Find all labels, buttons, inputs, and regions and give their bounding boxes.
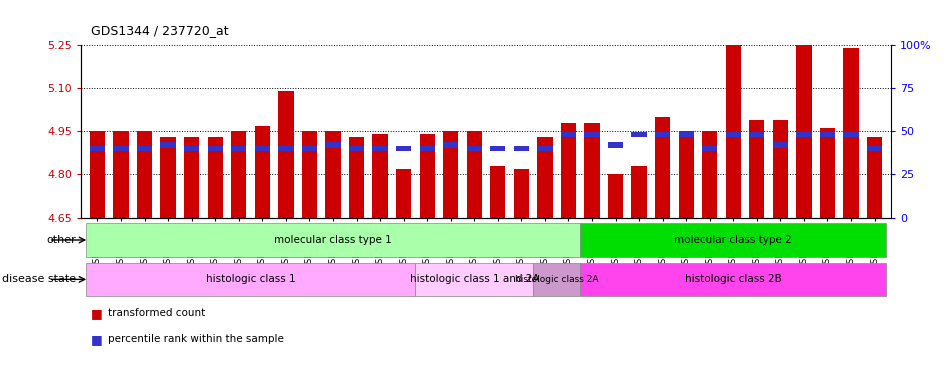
Bar xyxy=(678,132,693,137)
Text: ■: ■ xyxy=(90,333,102,346)
Bar xyxy=(89,131,105,218)
Bar xyxy=(419,134,434,218)
Bar xyxy=(580,223,885,257)
Bar xyxy=(419,146,434,151)
Bar xyxy=(137,146,152,151)
Bar xyxy=(678,131,693,218)
Bar xyxy=(772,120,787,218)
Text: histologic class 2B: histologic class 2B xyxy=(684,274,781,284)
Bar xyxy=(89,146,105,151)
Bar xyxy=(184,137,199,218)
Bar xyxy=(607,142,623,148)
Bar xyxy=(372,146,387,151)
Bar xyxy=(113,131,129,218)
Text: transformed count: transformed count xyxy=(108,308,205,318)
Bar xyxy=(395,169,411,217)
Bar xyxy=(584,132,599,137)
Bar xyxy=(607,174,623,217)
Bar xyxy=(86,262,415,296)
Bar xyxy=(866,146,882,151)
Bar xyxy=(796,132,811,137)
Text: GDS1344 / 237720_at: GDS1344 / 237720_at xyxy=(90,24,228,37)
Bar xyxy=(560,132,576,137)
Bar xyxy=(489,146,505,151)
Bar xyxy=(537,137,552,218)
Text: percentile rank within the sample: percentile rank within the sample xyxy=(108,334,284,344)
Text: disease state: disease state xyxy=(2,274,76,284)
Bar xyxy=(532,262,580,296)
Bar xyxy=(254,146,269,151)
Bar xyxy=(208,137,223,218)
Bar xyxy=(372,134,387,218)
Bar xyxy=(302,131,317,218)
Bar xyxy=(208,146,223,151)
Bar xyxy=(325,142,340,148)
Bar xyxy=(843,132,858,137)
Bar xyxy=(654,117,669,218)
Bar xyxy=(231,131,247,218)
Text: histologic class 2A: histologic class 2A xyxy=(514,275,598,284)
Text: histologic class 1: histologic class 1 xyxy=(206,274,295,284)
Text: molecular class type 1: molecular class type 1 xyxy=(274,235,391,245)
Bar xyxy=(772,142,787,148)
Bar xyxy=(513,146,528,151)
Bar xyxy=(415,262,532,296)
Bar xyxy=(513,169,528,217)
Bar xyxy=(702,146,717,151)
Text: ■: ■ xyxy=(90,307,102,320)
Bar xyxy=(560,123,576,218)
Bar xyxy=(278,91,293,218)
Bar xyxy=(466,146,482,151)
Text: other: other xyxy=(47,235,76,245)
Bar xyxy=(254,126,269,218)
Bar xyxy=(796,45,811,218)
Bar xyxy=(348,146,364,151)
Bar xyxy=(584,123,599,218)
Bar xyxy=(443,131,458,218)
Bar xyxy=(580,262,885,296)
Bar xyxy=(654,132,669,137)
Bar xyxy=(113,146,129,151)
Bar xyxy=(631,132,646,137)
Bar xyxy=(348,137,364,218)
Bar xyxy=(819,128,834,217)
Bar xyxy=(302,146,317,151)
Bar xyxy=(866,137,882,218)
Bar xyxy=(489,166,505,218)
Bar xyxy=(702,131,717,218)
Bar xyxy=(443,142,458,148)
Bar xyxy=(748,120,764,218)
Bar xyxy=(184,146,199,151)
Bar xyxy=(537,146,552,151)
Bar xyxy=(631,166,646,218)
Bar xyxy=(325,131,340,218)
Bar xyxy=(278,146,293,151)
Bar xyxy=(466,131,482,218)
Bar xyxy=(843,48,858,217)
Text: histologic class 1 and 2A: histologic class 1 and 2A xyxy=(409,274,539,284)
Bar xyxy=(724,132,740,137)
Bar xyxy=(160,142,175,148)
Bar xyxy=(231,146,247,151)
Bar xyxy=(137,131,152,218)
Bar xyxy=(160,137,175,218)
Bar xyxy=(748,132,764,137)
Bar xyxy=(395,146,411,151)
Bar xyxy=(86,223,580,257)
Text: molecular class type 2: molecular class type 2 xyxy=(674,235,791,245)
Bar xyxy=(724,36,740,218)
Bar xyxy=(819,132,834,137)
